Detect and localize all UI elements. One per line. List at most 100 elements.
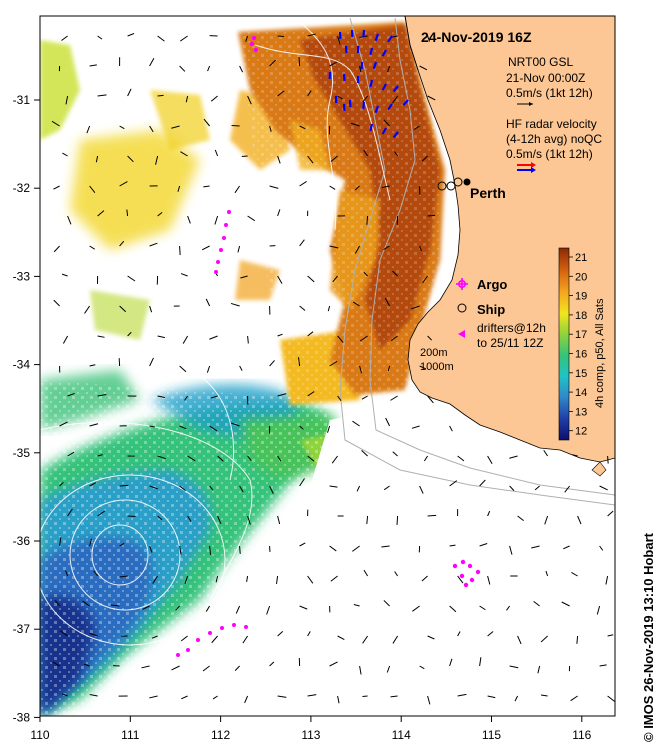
current-arrow (390, 395, 398, 401)
current-arrow (329, 61, 337, 67)
current-arrow (449, 425, 453, 432)
current-arrow (179, 245, 181, 256)
lat-tick-label: -38 (13, 710, 31, 724)
current-arrow (307, 455, 315, 462)
current-arrow (337, 335, 344, 343)
current-arrow (487, 510, 491, 517)
current-arrow (383, 245, 390, 251)
current-arrow (366, 515, 369, 524)
current-arrow (299, 125, 306, 130)
current-arrow (277, 209, 281, 217)
current-arrow (361, 449, 368, 457)
current-arrow (127, 33, 135, 37)
hf-arrow (381, 49, 387, 57)
current-arrow (212, 695, 218, 700)
current-arrow (449, 605, 457, 613)
current-arrow (180, 273, 188, 277)
imos-credit: © IMOS 26-Nov-2019 13:10 Hobart (641, 533, 656, 742)
colorbar-tick-label: 16 (575, 349, 587, 361)
current-arrow (509, 665, 519, 669)
current-arrow (241, 155, 248, 158)
current-arrow (239, 485, 244, 493)
current-arrow (563, 545, 570, 550)
current-arrow (307, 575, 314, 584)
current-arrow (240, 275, 248, 279)
current-arrow (206, 365, 211, 373)
current-arrow (427, 695, 431, 705)
current-arrow (327, 305, 331, 312)
current-arrow (337, 395, 342, 402)
current-arrow (269, 125, 272, 132)
lon-tick-label: 113 (301, 728, 320, 742)
lon-tick-label: 116 (572, 728, 591, 742)
current-arrow (127, 275, 136, 282)
current-arrow (329, 661, 338, 667)
legend-depth-1000: 1000m (420, 361, 454, 373)
current-arrow (119, 305, 127, 313)
current-arrow (307, 33, 316, 37)
current-arrow (356, 485, 361, 492)
legend-gsl-scale: 0.5m/s (1kt 12h) (506, 86, 593, 100)
current-arrow (211, 635, 218, 644)
current-arrow (479, 543, 488, 547)
current-arrow (89, 185, 96, 194)
current-arrow (394, 151, 399, 157)
current-arrow (59, 537, 62, 547)
current-arrow (337, 695, 340, 704)
current-arrow (149, 305, 153, 313)
current-arrow (599, 485, 608, 491)
current-arrow (607, 455, 609, 464)
current-arrow (141, 665, 150, 669)
current-arrow (352, 301, 360, 307)
current-arrow (97, 510, 106, 517)
current-arrow (571, 572, 578, 577)
legend-ship: Ship (477, 302, 505, 317)
lat-tick-label: -37 (13, 622, 31, 636)
current-arrow (572, 454, 578, 457)
current-arrow (576, 635, 579, 644)
colorbar-tick-label: 18 (575, 310, 587, 322)
current-arrow (244, 695, 249, 704)
drifter-symbol (458, 330, 465, 338)
current-arrow (506, 605, 511, 611)
current-arrow (89, 64, 97, 67)
lat-tick-label: -32 (13, 181, 31, 195)
current-arrow (352, 545, 360, 552)
current-arrow (203, 185, 210, 188)
current-arrow (86, 125, 91, 134)
current-arrow (386, 665, 391, 673)
current-arrow (269, 360, 275, 367)
lon-tick-label: 111 (121, 728, 140, 742)
current-arrow (182, 335, 189, 344)
current-arrow (517, 635, 522, 645)
current-arrow (179, 35, 188, 42)
current-arrow (269, 185, 279, 189)
current-arrow (540, 635, 548, 643)
current-arrow (149, 425, 155, 428)
current-arrow (350, 122, 360, 127)
current-arrow (363, 149, 369, 157)
current-arrow (362, 635, 369, 644)
current-arrow (363, 569, 369, 577)
current-arrow (329, 245, 339, 249)
current-arrow (67, 451, 75, 457)
current-arrow (427, 635, 435, 640)
current-arrow (89, 693, 98, 697)
colorbar-tick-label: 13 (575, 406, 587, 418)
legend-depth-200: 200m (420, 347, 448, 359)
map-title: 24-Nov-2019 16Z (421, 29, 532, 45)
latitude-axis: -31 -32 -33 -34 -35 -36 -37 -38 (13, 93, 40, 724)
current-arrow (209, 485, 214, 491)
current-arrow (151, 635, 158, 639)
current-arrow (362, 95, 368, 103)
current-arrow (517, 515, 524, 522)
current-arrow (247, 455, 252, 461)
current-arrow (394, 571, 399, 577)
current-arrow (533, 600, 540, 607)
current-arrow (247, 95, 252, 105)
current-arrow (119, 125, 125, 130)
current-arrow (427, 395, 434, 404)
current-arrow (385, 417, 391, 427)
current-arrow (97, 394, 107, 397)
current-arrow (449, 480, 458, 487)
